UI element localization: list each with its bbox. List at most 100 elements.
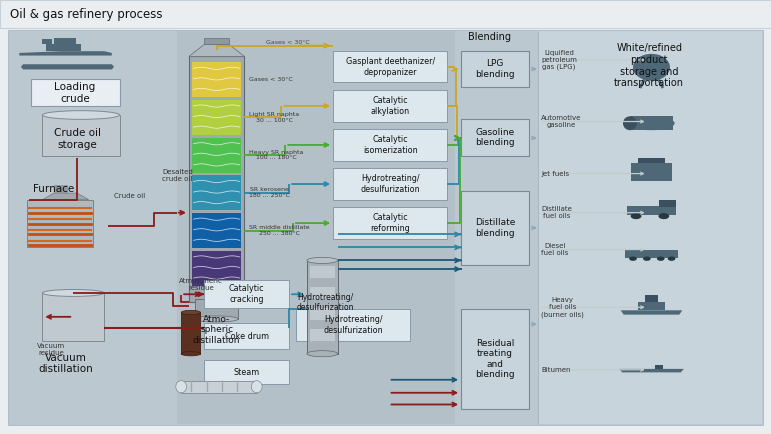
Text: Gases < 30°C: Gases < 30°C xyxy=(249,77,293,82)
FancyBboxPatch shape xyxy=(333,207,447,239)
Ellipse shape xyxy=(42,289,104,296)
FancyBboxPatch shape xyxy=(638,158,665,163)
FancyBboxPatch shape xyxy=(333,168,447,200)
FancyBboxPatch shape xyxy=(631,163,672,181)
Text: Furnace: Furnace xyxy=(33,184,75,194)
Text: Crude oil
storage: Crude oil storage xyxy=(54,128,100,150)
FancyBboxPatch shape xyxy=(46,44,81,51)
Polygon shape xyxy=(21,64,114,69)
Text: Crude oil: Crude oil xyxy=(114,193,146,199)
Text: Catalytic
isomerization: Catalytic isomerization xyxy=(363,135,417,155)
FancyBboxPatch shape xyxy=(189,56,244,302)
FancyBboxPatch shape xyxy=(42,293,104,341)
Ellipse shape xyxy=(307,351,338,357)
FancyBboxPatch shape xyxy=(192,175,241,210)
Text: Atmospheric
residue: Atmospheric residue xyxy=(179,278,223,291)
Text: Vacuum
residue: Vacuum residue xyxy=(37,343,65,356)
Text: Catalytic
alkylation: Catalytic alkylation xyxy=(371,96,409,115)
FancyBboxPatch shape xyxy=(192,62,241,97)
FancyBboxPatch shape xyxy=(192,100,241,135)
Text: Desalted
crude oil: Desalted crude oil xyxy=(162,169,193,182)
Text: Residual
treating
and
blending: Residual treating and blending xyxy=(475,339,515,379)
FancyBboxPatch shape xyxy=(461,191,529,265)
Text: White/refined
product
storage and
transportation: White/refined product storage and transp… xyxy=(614,43,684,88)
FancyBboxPatch shape xyxy=(333,129,447,161)
FancyBboxPatch shape xyxy=(625,250,678,258)
Ellipse shape xyxy=(628,116,675,130)
FancyBboxPatch shape xyxy=(310,266,335,278)
Ellipse shape xyxy=(307,257,338,263)
Ellipse shape xyxy=(251,381,262,393)
Polygon shape xyxy=(621,310,682,315)
Circle shape xyxy=(657,256,665,261)
FancyBboxPatch shape xyxy=(0,0,771,28)
FancyBboxPatch shape xyxy=(204,323,289,349)
FancyBboxPatch shape xyxy=(204,38,229,44)
FancyBboxPatch shape xyxy=(310,287,335,299)
FancyBboxPatch shape xyxy=(27,200,93,247)
FancyBboxPatch shape xyxy=(310,329,335,341)
FancyBboxPatch shape xyxy=(461,119,529,156)
Text: Coke drum: Coke drum xyxy=(224,332,269,341)
Text: Vacuum
distillation: Vacuum distillation xyxy=(38,353,93,375)
FancyBboxPatch shape xyxy=(296,309,410,341)
FancyBboxPatch shape xyxy=(192,138,241,173)
Text: Oil & gas refinery process: Oil & gas refinery process xyxy=(10,8,163,21)
Polygon shape xyxy=(619,369,684,372)
FancyBboxPatch shape xyxy=(204,280,289,308)
Text: Gasplant deethanizer/
depropanizer: Gasplant deethanizer/ depropanizer xyxy=(345,57,435,76)
Text: Atmo-
spheric
distillation: Atmo- spheric distillation xyxy=(193,315,241,345)
Text: Catalytic
cracking: Catalytic cracking xyxy=(229,284,264,304)
FancyBboxPatch shape xyxy=(204,360,289,384)
Text: Heavy SR naphta
100 ... 180°C: Heavy SR naphta 100 ... 180°C xyxy=(249,150,304,161)
Text: Blending: Blending xyxy=(468,32,511,42)
Ellipse shape xyxy=(623,116,637,130)
Text: Diesel
fuel oils: Diesel fuel oils xyxy=(541,243,569,256)
Text: Distillate
fuel oils: Distillate fuel oils xyxy=(541,206,572,219)
Ellipse shape xyxy=(195,316,238,322)
FancyBboxPatch shape xyxy=(333,90,447,122)
Ellipse shape xyxy=(181,352,200,356)
FancyBboxPatch shape xyxy=(307,260,338,354)
FancyBboxPatch shape xyxy=(461,51,529,87)
Circle shape xyxy=(631,213,641,219)
Text: Automotive
gasoline: Automotive gasoline xyxy=(541,115,581,128)
Text: Light SR naphta
30 ... 100°C: Light SR naphta 30 ... 100°C xyxy=(249,112,299,123)
Text: Heavy
fuel oils
(burner oils): Heavy fuel oils (burner oils) xyxy=(541,297,584,318)
Text: Catalytic
reforming: Catalytic reforming xyxy=(370,214,410,233)
Text: Bitumen: Bitumen xyxy=(541,367,571,373)
FancyBboxPatch shape xyxy=(42,115,120,156)
Circle shape xyxy=(629,256,637,261)
Text: Hydrotreating/
desulfurization: Hydrotreating/ desulfurization xyxy=(297,293,354,312)
Text: Hydrotreating/
desulfurization: Hydrotreating/ desulfurization xyxy=(323,316,383,335)
FancyBboxPatch shape xyxy=(655,365,663,369)
Text: SR middle distillate
250 ... 380°C: SR middle distillate 250 ... 380°C xyxy=(249,225,310,236)
Text: Distillate
blending: Distillate blending xyxy=(475,218,515,237)
Text: Gases < 30°C: Gases < 30°C xyxy=(266,40,310,45)
FancyBboxPatch shape xyxy=(54,185,68,193)
FancyBboxPatch shape xyxy=(659,200,676,207)
FancyBboxPatch shape xyxy=(192,251,241,286)
FancyBboxPatch shape xyxy=(195,299,238,319)
FancyBboxPatch shape xyxy=(8,30,763,425)
FancyBboxPatch shape xyxy=(54,38,76,46)
Polygon shape xyxy=(42,193,89,200)
FancyBboxPatch shape xyxy=(9,31,177,424)
Circle shape xyxy=(643,256,651,261)
FancyBboxPatch shape xyxy=(627,206,676,215)
FancyBboxPatch shape xyxy=(181,381,257,393)
FancyBboxPatch shape xyxy=(538,31,762,424)
Text: Hydrotreating/
desulfurization: Hydrotreating/ desulfurization xyxy=(360,174,420,194)
Ellipse shape xyxy=(633,54,670,81)
Text: SR kerosene
180 ... 250°C: SR kerosene 180 ... 250°C xyxy=(249,187,290,198)
FancyBboxPatch shape xyxy=(333,51,447,82)
Text: Loading
crude: Loading crude xyxy=(54,82,96,104)
Text: LPG
blending: LPG blending xyxy=(475,59,515,79)
FancyBboxPatch shape xyxy=(181,312,200,354)
Circle shape xyxy=(668,256,675,261)
FancyBboxPatch shape xyxy=(42,39,52,44)
FancyBboxPatch shape xyxy=(645,295,658,302)
FancyBboxPatch shape xyxy=(630,116,673,130)
Text: Gasoline
blending: Gasoline blending xyxy=(475,128,515,148)
FancyBboxPatch shape xyxy=(310,308,335,320)
